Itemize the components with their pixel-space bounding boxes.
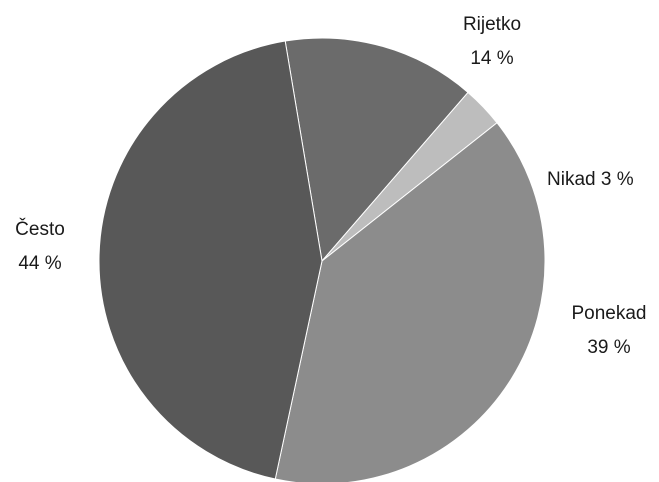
slice-value-cesto: 44 % — [18, 253, 61, 274]
pie-slice-cesto — [98, 40, 323, 480]
slice-name-cesto: Često — [15, 218, 65, 240]
slice-name-ponekad: Ponekad — [571, 303, 646, 324]
slice-value-rijetko: 14 % — [470, 48, 513, 69]
slice-name-rijetko: Rijetko — [463, 14, 521, 35]
labels-group: Rijetko 14 % Nikad 3 % Ponekad 39 % Često 44 % — [15, 14, 646, 358]
slice-label-nikad: Nikad 3 % — [547, 169, 634, 190]
slice-value-ponekad: 39 % — [587, 337, 630, 358]
slices-group — [98, 37, 546, 482]
pie-slice-rijetko — [284, 37, 469, 263]
pie-slice-ponekad — [274, 122, 546, 482]
